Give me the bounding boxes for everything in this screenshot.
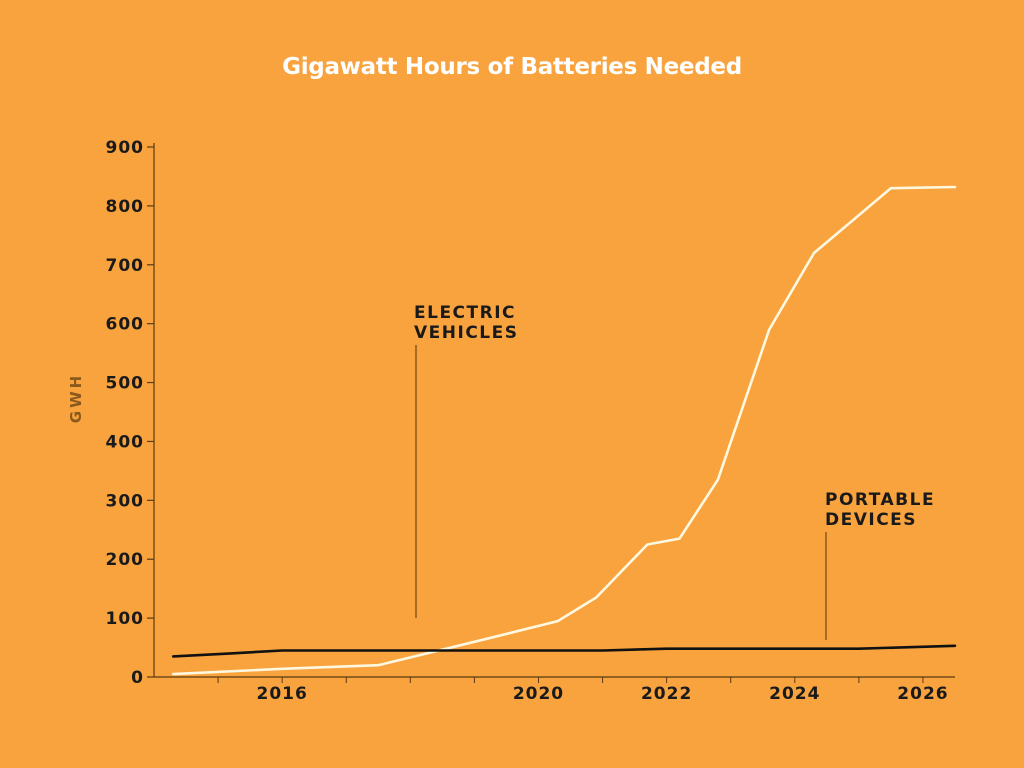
y-axis-label: GWH [67,373,85,423]
x-tick-label-2026: 2026 [897,684,948,704]
y-tick-label-900: 900 [106,138,145,158]
y-tick-label-500: 500 [106,374,145,394]
y-tick-label-0: 0 [131,668,144,688]
annotation-electric-vehicles-line-2: VEHICLES [414,323,519,343]
y-tick-label-400: 400 [106,432,145,452]
y-tick-label-800: 800 [106,197,145,217]
y-tick-label-200: 200 [106,550,145,570]
series-lines [171,185,957,676]
y-tick-label-300: 300 [106,491,145,511]
x-tick-label-2020: 2020 [513,684,564,704]
series-line-portable-devices [171,644,957,658]
x-tick-label-2016: 2016 [256,684,307,704]
x-tick-label-2024: 2024 [769,684,820,704]
y-tick-label-100: 100 [106,609,145,629]
axes: 0 100 200 300 400 500 600 700 800 900 2016 2020 2022… [106,138,955,704]
series-line-electric-vehicles [171,185,957,676]
y-tick-label-600: 600 [106,315,145,335]
annotation-portable-devices-line-1: PORTABLE [825,490,935,510]
y-tick-label-700: 700 [106,256,145,276]
chart-title: Gigawatt Hours of Batteries Needed [282,54,742,80]
annotation-portable-devices-line-2: DEVICES [825,510,917,530]
annotation-electric-vehicles-line-1: ELECTRIC [414,303,516,323]
x-tick-label-2022: 2022 [641,684,692,704]
